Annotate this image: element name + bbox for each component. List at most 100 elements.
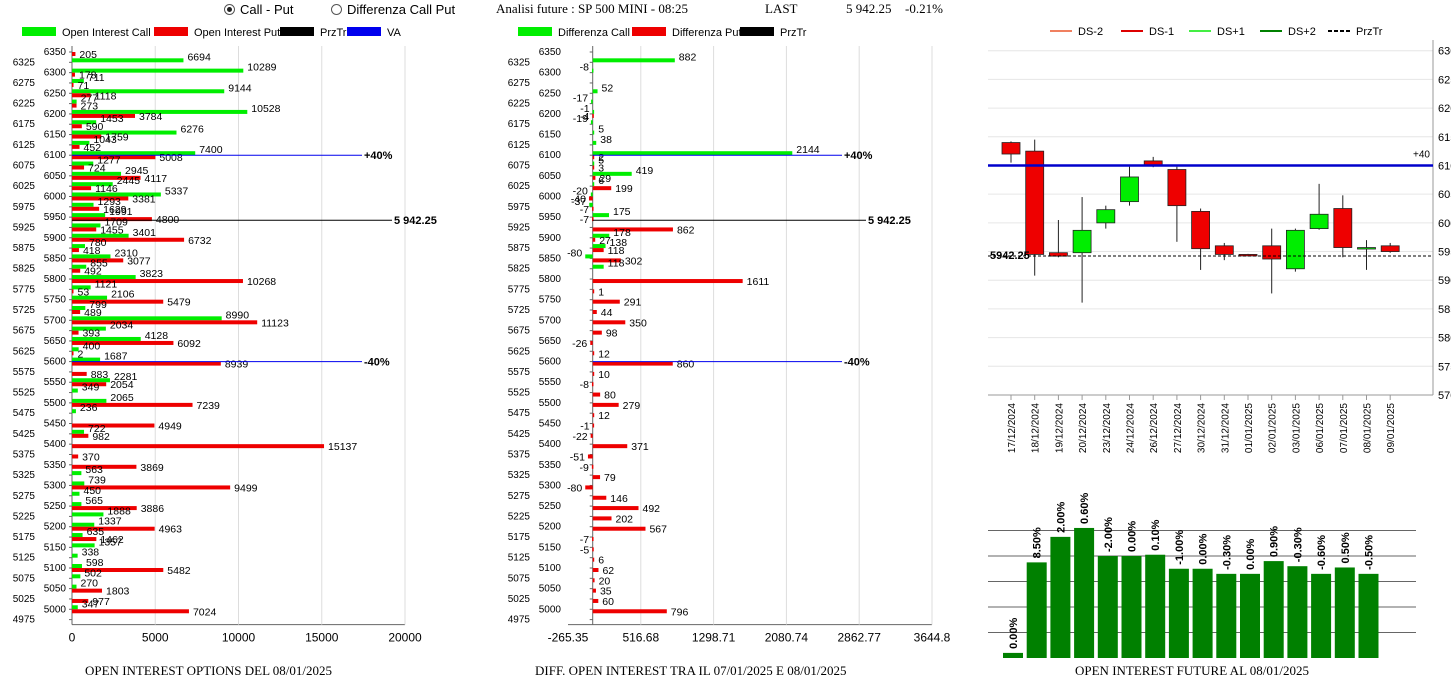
put-value-label: -7	[580, 214, 589, 226]
call-value-label: 855	[90, 258, 108, 270]
put-value-label: 6092	[177, 338, 201, 350]
radio-call-put-label: Call - Put	[240, 2, 294, 17]
x-tick-label: 08/01/2025	[1363, 403, 1374, 453]
x-tick-label: 1298.71	[692, 631, 736, 645]
x-tick-label: 20000	[388, 631, 422, 645]
strike-label: 6000	[44, 191, 67, 202]
future-bar-label: 8.50%	[1032, 527, 1044, 558]
put-value-label: 883	[91, 369, 109, 381]
radio-differenza[interactable]: Differenza Call Put	[331, 2, 455, 17]
strike-label: 5925	[13, 222, 36, 233]
put-value-label: 178	[79, 70, 97, 82]
strike-label: 6075	[13, 161, 36, 172]
put-bar	[592, 289, 595, 294]
put-value-label: 860	[677, 359, 695, 371]
y-tick-label: 5900	[1438, 275, 1451, 287]
put-value-label: 350	[629, 317, 647, 329]
future-bar	[1192, 568, 1213, 658]
strike-label: 5725	[508, 305, 531, 316]
call-bar	[72, 78, 84, 83]
call-bar	[72, 429, 85, 434]
strike-label: 5075	[508, 573, 531, 584]
future-bar	[1026, 562, 1047, 658]
put-bar	[72, 124, 82, 129]
put-value-label: 7239	[197, 400, 221, 412]
put-value-label: -9	[580, 462, 589, 474]
put-value-label: 977	[92, 596, 110, 608]
call-value-label: 1453	[100, 113, 124, 125]
future-bar-label: -0.50%	[1364, 535, 1376, 570]
x-tick-label: 03/01/2025	[1291, 403, 1302, 453]
call-value-label: -37	[571, 196, 586, 208]
put-bar	[592, 547, 594, 552]
legend-swatch	[632, 27, 666, 36]
put-value-label: -7	[580, 204, 589, 216]
put-bar	[592, 371, 595, 376]
strike-label: 6325	[13, 57, 36, 68]
call-bar	[590, 120, 593, 125]
put-value-label: 79	[604, 472, 616, 484]
put-bar	[72, 537, 97, 542]
call-bar	[72, 481, 85, 486]
put-value-label: 3869	[140, 462, 164, 474]
put-bar	[590, 433, 593, 438]
call-bar	[592, 58, 675, 63]
legend-swatch	[347, 27, 381, 36]
call-bar	[72, 254, 111, 259]
x-tick-label: 2862.77	[838, 631, 882, 645]
call-value-label: 400	[83, 340, 101, 352]
call-bar	[72, 109, 248, 114]
call-value-label: 1121	[95, 278, 118, 290]
put-value-label: 590	[86, 121, 104, 133]
put-bar	[592, 258, 621, 263]
put-value-label: 8939	[225, 359, 249, 371]
put-bar	[72, 330, 79, 335]
put-bar	[72, 134, 102, 139]
call-value-label: 270	[80, 578, 98, 590]
radio-selected-icon[interactable]	[224, 4, 235, 15]
call-bar	[72, 171, 122, 176]
y-tick-label: 5800	[1438, 333, 1451, 345]
x-tick-label: 24/12/2024	[1126, 403, 1137, 453]
put-value-label: 3	[598, 163, 604, 175]
put-bar	[72, 217, 152, 222]
put-bar	[592, 351, 595, 356]
y-tick-label: 5750	[1438, 361, 1451, 373]
put-value-label: 371	[631, 441, 649, 453]
put-value-label: 3886	[141, 503, 165, 515]
put-value-label: 10268	[247, 276, 276, 288]
put-value-label: 15137	[328, 441, 357, 453]
future-bar	[1216, 573, 1237, 658]
strike-label: 6100	[44, 150, 67, 161]
call-bar	[72, 326, 106, 331]
va-label: -40%	[364, 357, 390, 369]
future-oi-bar-chart: 0.00% 8.50% 2.00% 0.60% -2.00% 0.00% 0.10% -1.0…	[988, 493, 1416, 658]
put-value-label: -8	[580, 379, 589, 391]
put-bar	[585, 485, 593, 490]
put-bar	[72, 598, 89, 603]
open-interest-options-chart: Open Interest Call Open Interest Put PrzTr…	[13, 27, 437, 645]
strike-label: 6150	[44, 130, 67, 141]
call-value-label: 10289	[247, 62, 276, 74]
call-bar	[72, 543, 95, 548]
radio-unselected-icon[interactable]	[331, 4, 342, 15]
strike-label: 5575	[13, 367, 36, 378]
radio-call-put[interactable]: Call - Put	[224, 2, 293, 17]
strike-label: 5000	[539, 604, 562, 615]
strike-label: 5475	[13, 408, 36, 419]
put-value-label: 2	[598, 152, 604, 164]
call-bar	[72, 275, 136, 280]
strike-label: 5200	[44, 522, 67, 533]
strike-label: 5575	[508, 367, 531, 378]
future-bar	[1358, 573, 1379, 658]
call-bar	[592, 140, 597, 145]
call-value-label: 2945	[125, 165, 149, 177]
call-bar	[591, 68, 594, 73]
put-value-label: 724	[88, 163, 106, 175]
put-value-label: 489	[84, 307, 102, 319]
call-bar	[72, 295, 108, 300]
put-value-label: 12	[598, 410, 610, 422]
future-bar-label: 2.00%	[1055, 501, 1067, 532]
put-value-label: 11123	[261, 317, 289, 329]
strike-label: 6175	[508, 119, 531, 130]
